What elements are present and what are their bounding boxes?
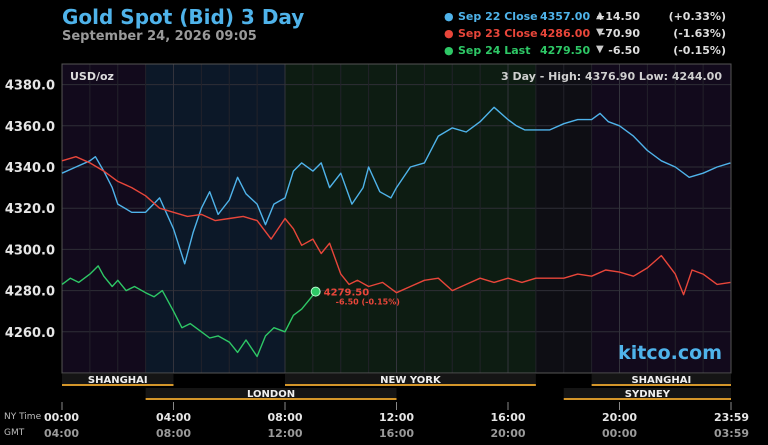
chart-title: Gold Spot (Bid) 3 Day [62,5,305,29]
down-arrow-icon: ▼ [596,27,604,38]
legend: ● Sep 22 Close 4357.00 ▲ +14.50 (+0.33%)… [444,10,726,61]
y-tick-label: 4360.0 [5,120,55,135]
ny-time-tick-label: 08:00 [267,411,302,424]
y-tick-label: 4320.0 [5,202,55,217]
series-line-2 [61,155,731,296]
london-session-band [145,64,285,373]
gmt-time-tick-label: 03:59 [714,427,749,440]
legend-row: ● Sep 24 Last 4279.50 ▼ -6.50 (-0.15%) [444,44,726,61]
ny-time-tick-label: 20:00 [602,411,637,424]
session-bar [563,388,731,399]
legend-percent: (-1.63%) [673,27,726,40]
gmt-time-tick-label: 00:00 [602,427,637,440]
down-arrow-icon: ▼ [596,44,604,55]
gmt-time-tick-label: 16:00 [379,427,414,440]
legend-value: 4357.00 [540,10,591,23]
series-line-1 [61,106,731,265]
session-bar [62,374,174,385]
session-label: SYDNEY [625,389,671,400]
legend-value: 4279.50 [540,44,591,57]
series-line-3 [61,265,317,358]
y-tick-label: 4280.0 [5,285,55,300]
gmt-time-tick-label: 20:00 [490,427,525,440]
ny-time-tick-label: 23:59 [714,411,749,424]
gmt-caption: GMT [4,428,25,438]
session-label: LONDON [247,389,295,400]
ny-time-caption: NY Time [4,412,42,422]
session-bar [145,388,397,399]
legend-label: Sep 24 Last [458,44,531,57]
legend-percent: (-0.15%) [673,44,726,57]
watermark: kitco.com [618,342,722,364]
legend-label: Sep 22 Close [458,10,538,23]
last-price-change: -6.50 (-0.15%) [336,298,400,307]
y-tick-label: 4260.0 [5,326,55,341]
session-label: NEW YORK [380,375,442,386]
chart-timestamp: September 24, 2026 09:05 [62,29,257,44]
gmt-time-tick-label: 04:00 [44,427,79,440]
last-price-label: 4279.50 [324,288,370,299]
up-arrow-icon: ▲ [596,10,604,21]
ny-time-tick-label: 00:00 [44,411,79,424]
legend-row: ● Sep 22 Close 4357.00 ▲ +14.50 (+0.33%) [444,10,726,27]
ny-time-tick-label: 16:00 [490,411,525,424]
legend-change: -70.90 [600,27,640,40]
session-bar [285,374,536,385]
range-summary: 3 Day - High: 4376.90 Low: 4244.00 [501,70,722,83]
y-tick-label: 4380.0 [5,79,55,94]
ny-time-tick-label: 04:00 [156,411,191,424]
gmt-time-tick-label: 12:00 [267,427,302,440]
gmt-time-tick-label: 08:00 [156,427,191,440]
legend-row: ● Sep 23 Close 4286.00 ▼ -70.90 (-1.63%) [444,27,726,44]
legend-label: Sep 23 Close [458,27,538,40]
session-bar [591,374,731,385]
newyork-session-band [285,64,536,373]
legend-percent: (+0.33%) [668,10,726,23]
legend-value: 4286.00 [540,27,591,40]
session-label: SHANGHAI [88,375,148,386]
y-tick-label: 4300.0 [5,243,55,258]
legend-dot: ● [444,10,454,23]
plot-border [61,63,732,374]
legend-dot: ● [444,27,454,40]
last-price-marker [310,286,321,297]
session-label: SHANGHAI [631,375,691,386]
legend-dot: ● [444,44,454,57]
legend-change: +14.50 [595,10,640,23]
unit-label: USD/oz [70,70,114,83]
y-tick-label: 4340.0 [5,161,55,176]
ny-time-tick-label: 12:00 [379,411,414,424]
legend-change: -6.50 [608,44,640,57]
